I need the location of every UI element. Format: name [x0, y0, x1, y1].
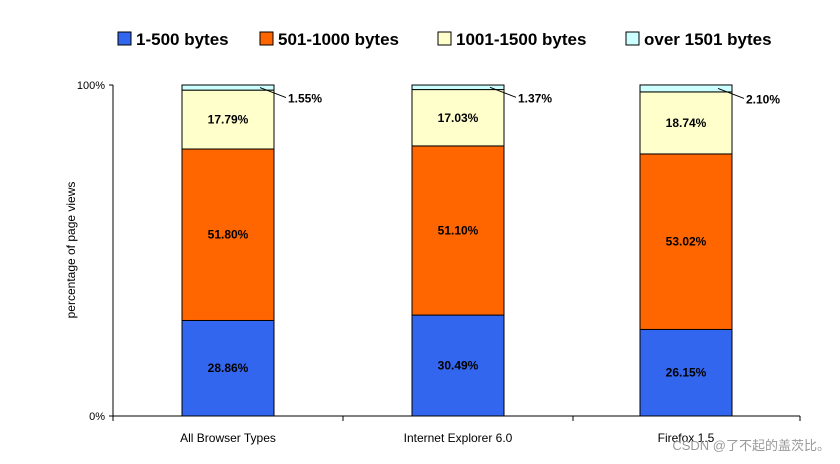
bar-segment — [639, 328, 733, 417]
callout-line — [489, 86, 517, 98]
x-tick-label: Firefox 1.5 — [658, 431, 715, 445]
y-tick-label: 100% — [77, 80, 105, 92]
data-label: 53.02% — [666, 235, 707, 249]
data-label: 51.80% — [208, 228, 249, 242]
legend-swatch — [437, 31, 452, 46]
callout-line — [717, 87, 745, 99]
data-label: 26.15% — [666, 366, 707, 380]
bar-segment — [411, 84, 505, 91]
bar-segment — [411, 145, 505, 316]
bar-segment — [639, 153, 733, 330]
legend-swatch — [625, 31, 640, 46]
data-label: 28.86% — [208, 361, 249, 375]
y-tick-label: 0% — [89, 411, 105, 423]
data-label: 17.03% — [438, 111, 479, 125]
legend-label: over 1501 bytes — [644, 30, 772, 49]
data-labels: 28.86% 51.80% 17.79% 1.55% 30.49% 51.10% 17.03… — [208, 86, 780, 380]
legend-swatch — [259, 31, 274, 46]
bar-segment — [181, 319, 275, 417]
legend-label: 501-1000 bytes — [278, 30, 399, 49]
bar-segment — [181, 84, 275, 91]
legend-label: 1001-1500 bytes — [456, 30, 586, 49]
data-label: 51.10% — [438, 224, 479, 238]
legend-label: 1-500 bytes — [136, 30, 229, 49]
bar-segment — [411, 314, 505, 417]
watermark: CSDN @了不起的盖茨比。 — [672, 438, 830, 453]
legend: 1-500 bytes 501-1000 bytes 1001-1500 bytes… — [117, 30, 772, 49]
bar-segment — [639, 84, 733, 93]
x-tick-label: Internet Explorer 6.0 — [404, 431, 513, 445]
bar-segment — [639, 91, 733, 155]
x-tick-label: All Browser Types — [180, 431, 276, 445]
bars — [181, 84, 733, 417]
data-label: 18.74% — [666, 116, 707, 130]
data-label: 2.10% — [746, 92, 780, 106]
y-axis-label: percentage of page views — [64, 182, 78, 319]
data-label: 30.49% — [438, 359, 479, 373]
data-label: 1.55% — [288, 92, 322, 106]
legend-swatch — [117, 31, 132, 46]
data-label: 1.37% — [518, 91, 552, 105]
callout-line — [259, 87, 287, 99]
bar-segment — [411, 89, 505, 147]
data-label: 17.79% — [208, 113, 249, 127]
